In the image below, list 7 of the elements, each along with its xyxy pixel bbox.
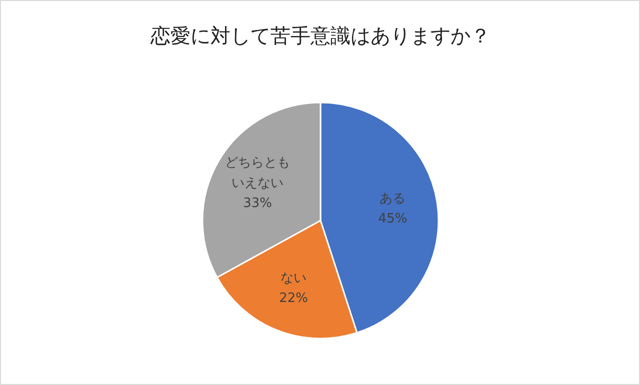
data-label: 45%	[378, 212, 408, 227]
chart-title: 恋愛に対して苦手意識はありますか？	[150, 24, 490, 48]
slice-label: ない	[280, 270, 307, 286]
slice-label: ある	[380, 191, 406, 206]
data-label: 33%	[243, 196, 272, 212]
data-label: 22%	[279, 291, 308, 306]
slice-label: どちらともいえない	[225, 156, 290, 191]
